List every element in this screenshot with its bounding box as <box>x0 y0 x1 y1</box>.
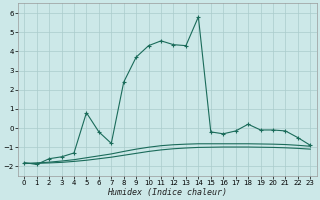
X-axis label: Humidex (Indice chaleur): Humidex (Indice chaleur) <box>107 188 227 197</box>
